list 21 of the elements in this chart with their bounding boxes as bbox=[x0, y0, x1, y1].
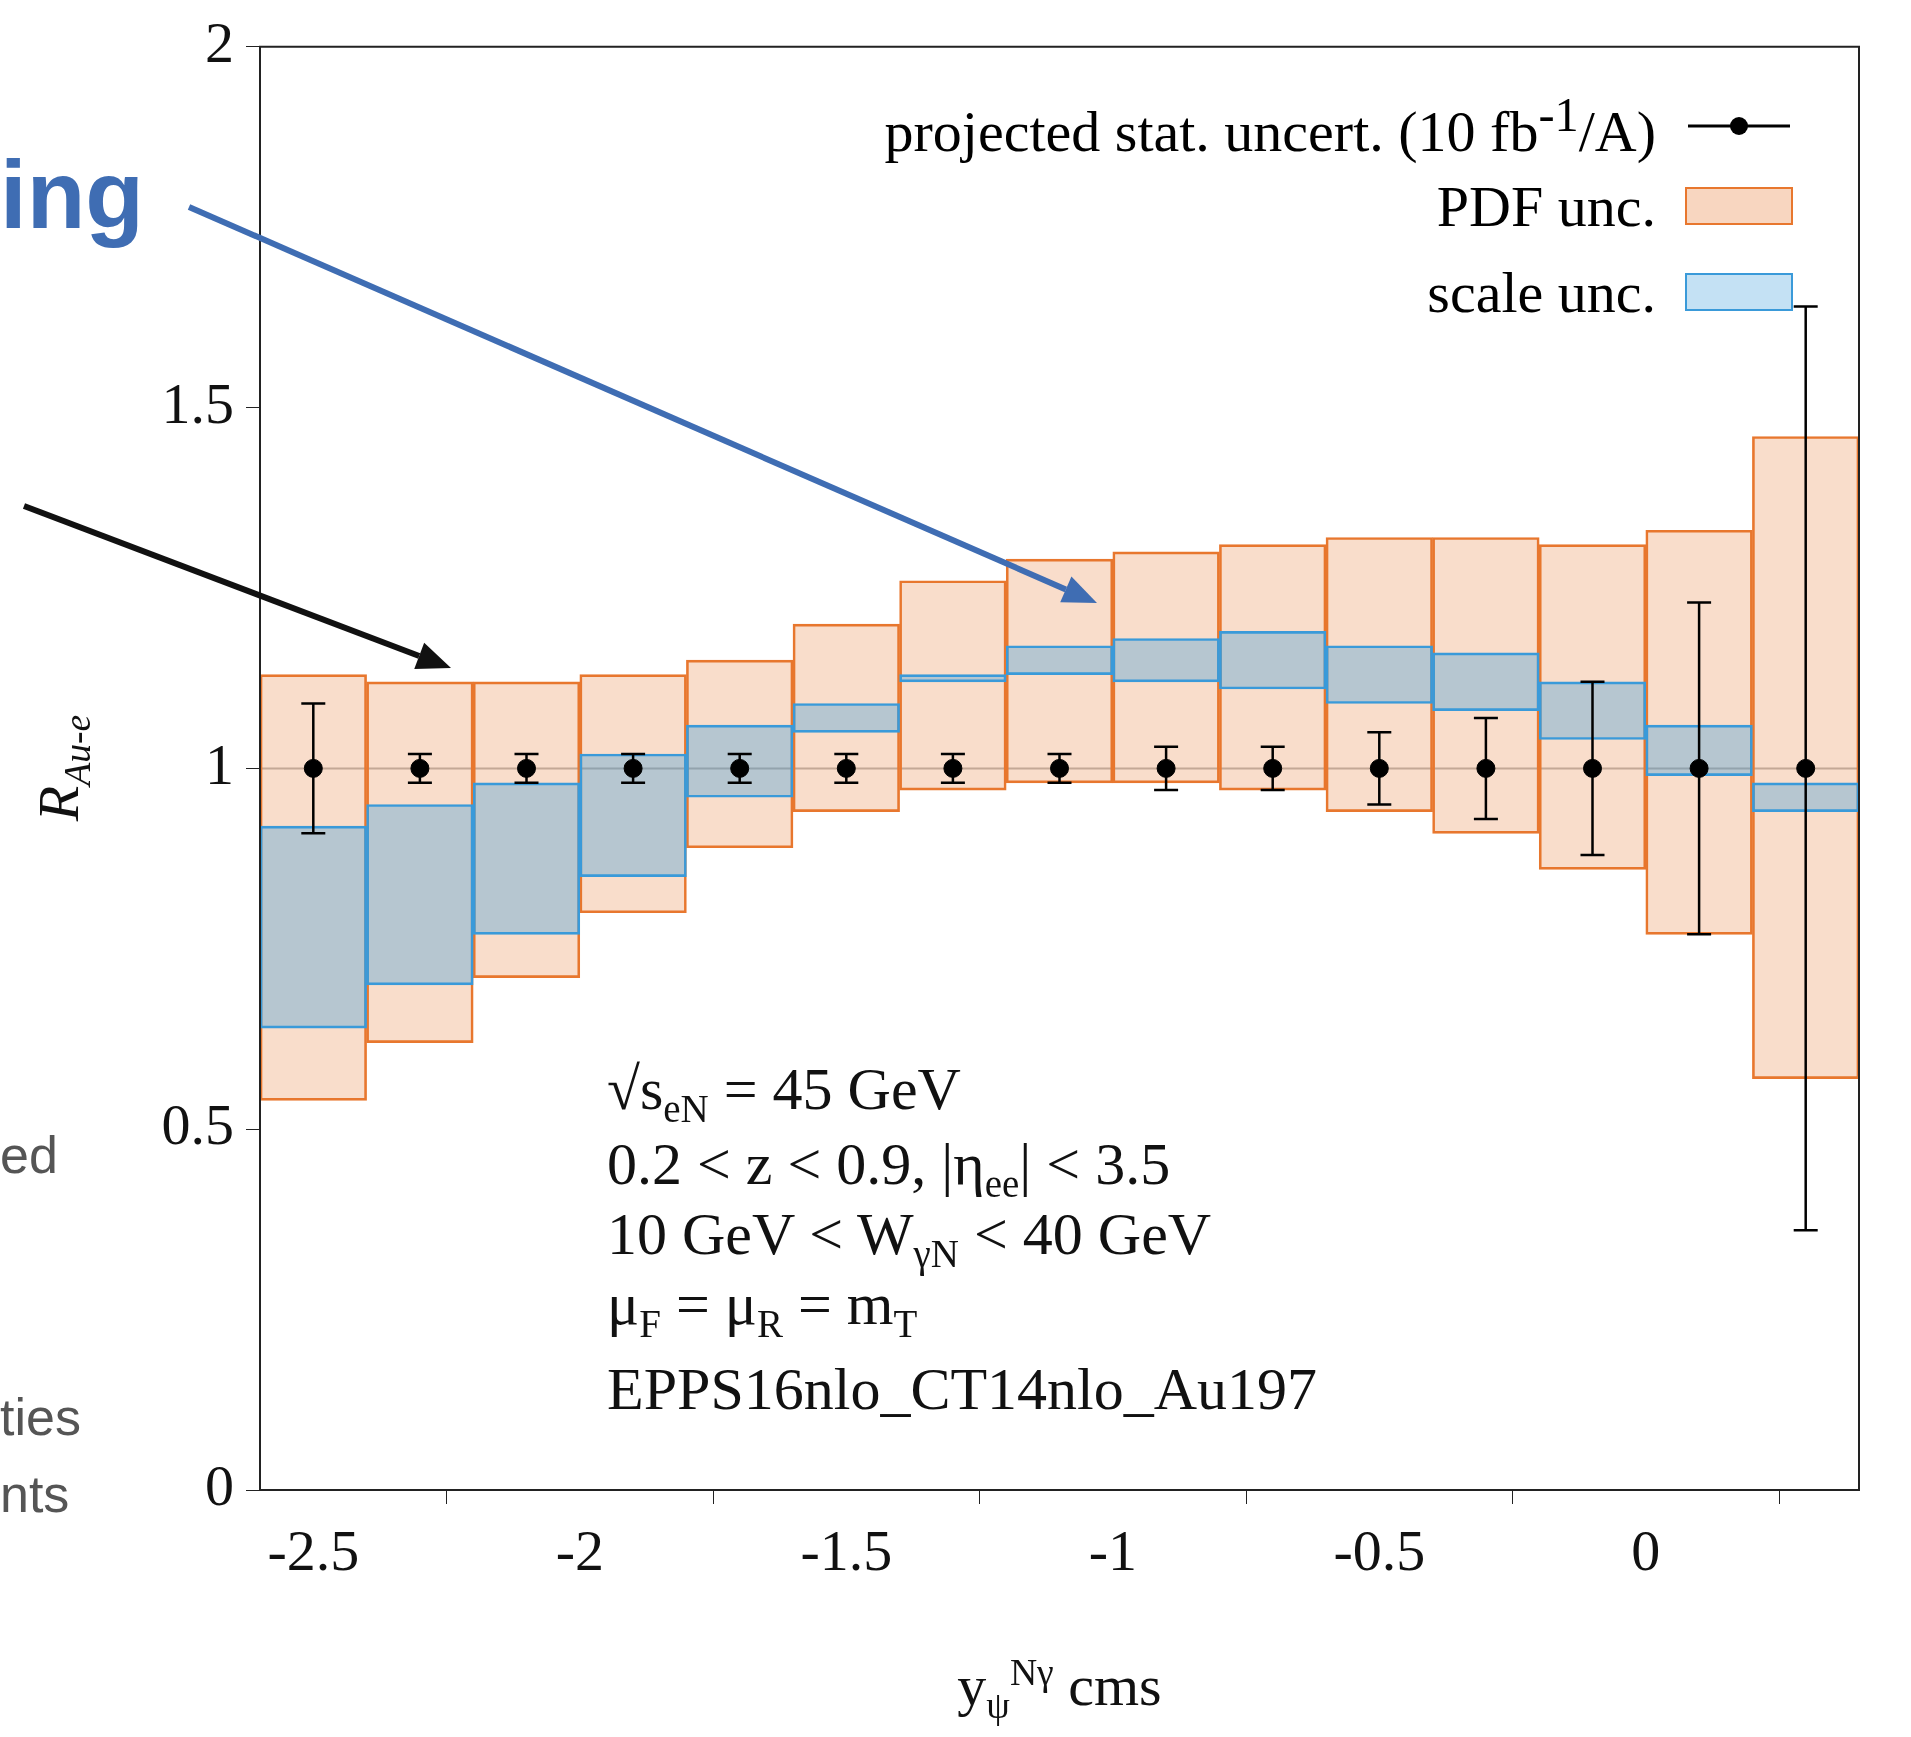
text: ed bbox=[0, 1125, 58, 1185]
x-tick-label: -0.5 bbox=[1333, 1518, 1426, 1584]
y-tick-label: 0.5 bbox=[161, 1092, 234, 1158]
y-tick-label: 1.5 bbox=[161, 370, 234, 436]
y-tick-label: 0 bbox=[205, 1453, 234, 1519]
annotation: EPPS16nlo_CT14nlo_Au197 bbox=[607, 1355, 1318, 1424]
x-tick-label: -2 bbox=[555, 1518, 604, 1584]
legend-label: PDF unc. bbox=[1436, 172, 1656, 240]
x-tick-label: -2.5 bbox=[267, 1518, 360, 1584]
legend-label: projected stat. uncert. (10 fb$^{-1}$/A) bbox=[884, 86, 1656, 166]
x-tick-label: -1.5 bbox=[800, 1518, 893, 1584]
y-tick-label: 2 bbox=[205, 10, 234, 76]
text: nts bbox=[0, 1464, 70, 1524]
text: ing bbox=[0, 140, 144, 250]
legend-label: scale unc. bbox=[1427, 258, 1656, 326]
x-axis-title: y$_{ψ}$$^{Nγ}$ cms bbox=[957, 1650, 1162, 1727]
text: ties bbox=[0, 1387, 81, 1447]
y-tick-label: 1 bbox=[205, 731, 234, 797]
x-tick-label: 0 bbox=[1631, 1518, 1661, 1584]
annotation: √s$_{eN}$ = 45 GeV bbox=[607, 1055, 961, 1131]
x-tick-label: -1 bbox=[1088, 1518, 1137, 1584]
